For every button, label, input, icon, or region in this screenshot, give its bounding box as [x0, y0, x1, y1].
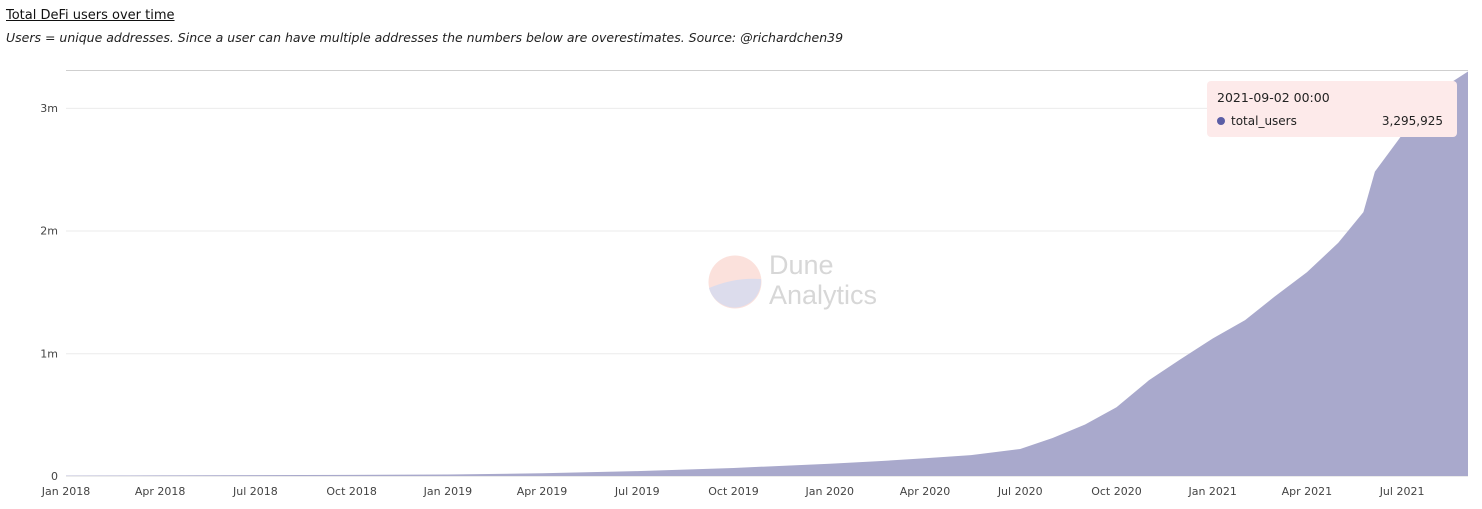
- x-tick-label: Apr 2021: [1282, 485, 1333, 498]
- y-tick-label: 1m: [40, 347, 58, 360]
- x-tick-label: Oct 2018: [326, 485, 377, 498]
- watermark-line2: Analytics: [769, 280, 878, 310]
- x-tick-label: Jul 2018: [232, 485, 278, 498]
- x-tick-label: Jul 2019: [614, 485, 660, 498]
- x-tick-label: Apr 2019: [517, 485, 568, 498]
- dune-analytics-watermark: Dune Analytics: [708, 250, 913, 316]
- x-tick-label: Jan 2019: [423, 485, 472, 498]
- tooltip-date: 2021-09-02 00:00: [1217, 90, 1330, 105]
- chart-subtitle: Users = unique addresses. Since a user c…: [6, 30, 844, 45]
- tooltip-value: 3,295,925: [1381, 114, 1443, 128]
- watermark-line1: Dune: [769, 250, 834, 280]
- y-tick-label: 0: [51, 470, 58, 483]
- x-tick-label: Jan 2020: [805, 485, 854, 498]
- x-tick-label: Jul 2020: [997, 485, 1043, 498]
- dune-logo-icon: [708, 255, 762, 309]
- x-tick-label: Apr 2018: [135, 485, 186, 498]
- x-tick-label: Jan 2018: [41, 485, 90, 498]
- x-tick-label: Oct 2019: [708, 485, 759, 498]
- x-tick-label: Jan 2021: [1187, 485, 1236, 498]
- x-tick-label: Jul 2021: [1379, 485, 1425, 498]
- y-axis: 0 1m 2m 3m: [40, 102, 58, 483]
- series-dot-icon: [1217, 117, 1225, 125]
- y-tick-label: 3m: [40, 102, 58, 115]
- x-tick-label: Apr 2020: [900, 485, 951, 498]
- hover-tooltip: 2021-09-02 00:00 total_users 3,295,925: [1207, 81, 1457, 137]
- tooltip-series-name: total_users: [1231, 114, 1297, 128]
- y-tick-label: 2m: [40, 225, 58, 238]
- chart-title[interactable]: Total DeFi users over time: [6, 8, 175, 23]
- x-axis: Jan 2018 Apr 2018 Jul 2018 Oct 2018 Jan 2019…: [41, 485, 1425, 498]
- x-tick-label: Oct 2020: [1091, 485, 1142, 498]
- total-users-area[interactable]: [66, 71, 1468, 477]
